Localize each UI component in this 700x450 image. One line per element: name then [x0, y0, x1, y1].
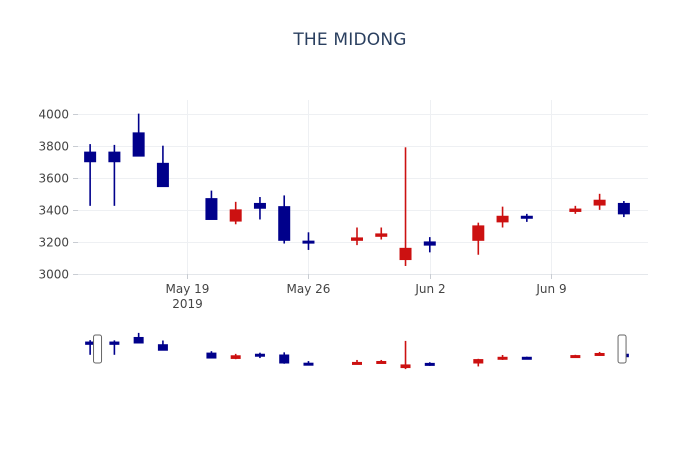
candle[interactable]	[156, 145, 169, 188]
candle[interactable]	[205, 190, 218, 220]
rs-candle-body[interactable]	[279, 354, 290, 364]
rs-candle-body[interactable]	[303, 362, 314, 366]
x-tick-label: May 26	[287, 282, 331, 296]
candle-body[interactable]	[520, 215, 533, 219]
rs-candle[interactable]	[254, 352, 265, 359]
candle[interactable]	[520, 213, 533, 222]
candle-body[interactable]	[569, 208, 582, 212]
rs-candle-body[interactable]	[424, 362, 435, 366]
candle-body[interactable]	[253, 202, 266, 209]
candle[interactable]	[253, 197, 266, 220]
candle[interactable]	[132, 113, 145, 157]
range-slider-right-handle[interactable]	[617, 334, 627, 364]
candle[interactable]	[375, 227, 388, 240]
rs-candle-body[interactable]	[254, 353, 265, 357]
rs-candle-body[interactable]	[400, 364, 411, 369]
candle[interactable]	[496, 206, 509, 228]
candle-body[interactable]	[399, 247, 412, 261]
candle-body[interactable]	[108, 151, 121, 163]
y-axis-ticks: 3000 3200 3400 3600 3800 4000	[38, 108, 78, 282]
candle[interactable]	[278, 195, 291, 244]
rs-candle-body[interactable]	[594, 352, 605, 356]
candle[interactable]	[108, 144, 121, 206]
rs-candle-body[interactable]	[497, 356, 508, 360]
candle-body[interactable]	[84, 151, 97, 163]
y-tick-label: 4000	[38, 108, 69, 122]
candle[interactable]	[472, 222, 485, 255]
candle-body[interactable]	[156, 162, 169, 188]
page-title: THE MIDONG	[293, 30, 407, 50]
rs-candle[interactable]	[473, 358, 484, 367]
x-tick-sublabel: 2019	[172, 297, 203, 311]
rs-candle[interactable]	[303, 361, 314, 366]
x-tick-label: Jun 2	[414, 282, 445, 296]
rs-candle-body[interactable]	[570, 355, 581, 359]
rs-candle-body[interactable]	[376, 360, 387, 364]
rs-candle[interactable]	[230, 353, 241, 360]
candle-body[interactable]	[229, 209, 242, 222]
rs-candle-body[interactable]	[230, 355, 241, 359]
rs-candle-body[interactable]	[109, 341, 120, 345]
rs-candle[interactable]	[157, 340, 168, 351]
gridlines	[78, 114, 648, 275]
candle[interactable]	[229, 201, 242, 225]
candle-body[interactable]	[351, 237, 363, 241]
candle[interactable]	[351, 227, 363, 246]
rs-candle-body[interactable]	[133, 336, 144, 344]
candle-body[interactable]	[593, 199, 606, 206]
candle[interactable]	[617, 201, 630, 218]
candle-body[interactable]	[375, 233, 388, 237]
rs-candle[interactable]	[400, 340, 411, 370]
rs-candle[interactable]	[376, 359, 387, 364]
candle-body[interactable]	[617, 202, 630, 215]
rs-candle[interactable]	[521, 356, 532, 360]
y-tick-label: 3200	[38, 236, 69, 250]
range-slider[interactable]	[78, 330, 636, 372]
y-tick-label: 3000	[38, 268, 69, 282]
range-slider-track[interactable]	[78, 330, 636, 372]
rs-candle[interactable]	[570, 354, 581, 359]
rs-candle[interactable]	[206, 351, 217, 359]
candle-body[interactable]	[278, 206, 291, 241]
y-tick-label: 3800	[38, 140, 69, 154]
rs-candle[interactable]	[424, 362, 435, 366]
rs-candle[interactable]	[279, 352, 290, 364]
x-tick-label: Jun 9	[535, 282, 566, 296]
rs-candle-body[interactable]	[157, 344, 168, 351]
candle-body[interactable]	[496, 215, 509, 223]
rs-candle[interactable]	[352, 359, 362, 365]
rs-candle[interactable]	[133, 332, 144, 344]
candle-body[interactable]	[423, 241, 436, 246]
candle[interactable]	[302, 232, 315, 250]
candle[interactable]	[593, 193, 606, 210]
rs-candle[interactable]	[497, 355, 508, 360]
rs-candle-body[interactable]	[473, 359, 484, 364]
candle[interactable]	[84, 144, 97, 206]
x-tick-label: May 19	[166, 282, 210, 296]
rs-candle-body[interactable]	[206, 352, 217, 359]
candle-body[interactable]	[132, 132, 145, 157]
rs-candle[interactable]	[594, 351, 605, 356]
y-tick-label: 3400	[38, 204, 69, 218]
candle[interactable]	[399, 147, 412, 266]
y-tick-label: 3600	[38, 172, 69, 186]
candle-body[interactable]	[472, 225, 485, 241]
candle-series[interactable]	[84, 113, 630, 266]
candle-body[interactable]	[205, 198, 218, 220]
candle-body[interactable]	[302, 240, 315, 244]
rs-candle-body[interactable]	[352, 361, 362, 365]
range-slider-left-handle[interactable]	[93, 334, 103, 364]
rs-candle-body[interactable]	[521, 356, 532, 360]
candle[interactable]	[423, 237, 436, 253]
candle[interactable]	[569, 205, 582, 214]
rs-candle[interactable]	[109, 340, 120, 355]
